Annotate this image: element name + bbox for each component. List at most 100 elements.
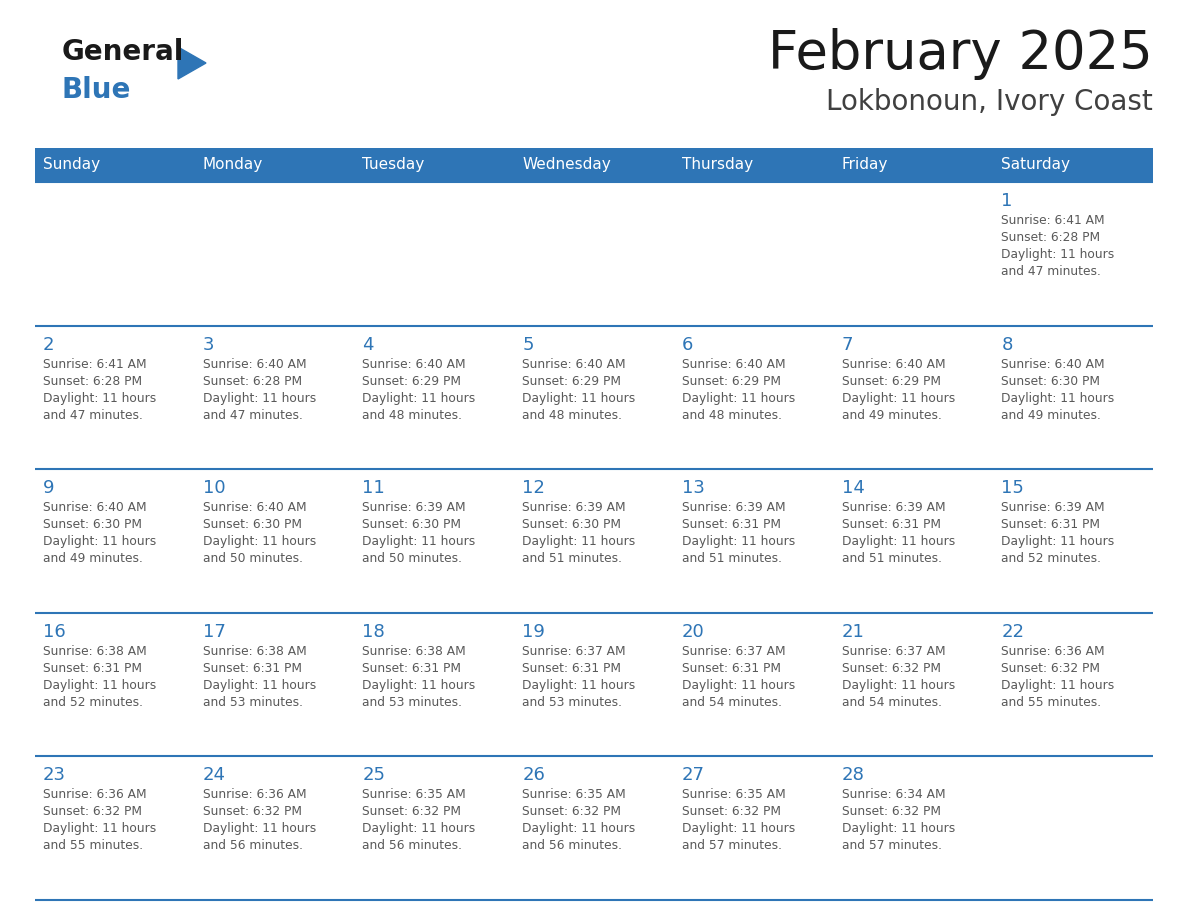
Bar <box>993 756 1154 900</box>
Bar <box>354 182 514 326</box>
Text: and 49 minutes.: and 49 minutes. <box>43 553 143 565</box>
Text: Sunrise: 6:35 AM: Sunrise: 6:35 AM <box>362 789 466 801</box>
Text: Sunset: 6:29 PM: Sunset: 6:29 PM <box>362 375 461 387</box>
Text: Blue: Blue <box>62 76 132 104</box>
Bar <box>195 182 354 326</box>
Text: Daylight: 11 hours: Daylight: 11 hours <box>1001 678 1114 692</box>
Text: Daylight: 11 hours: Daylight: 11 hours <box>362 678 475 692</box>
Text: Sunrise: 6:41 AM: Sunrise: 6:41 AM <box>43 358 146 371</box>
Text: and 50 minutes.: and 50 minutes. <box>203 553 303 565</box>
Text: Daylight: 11 hours: Daylight: 11 hours <box>203 392 316 405</box>
Bar <box>34 148 1154 182</box>
Bar <box>354 756 514 900</box>
Text: Sunset: 6:30 PM: Sunset: 6:30 PM <box>1001 375 1100 387</box>
Bar <box>195 613 354 756</box>
Text: Sunset: 6:32 PM: Sunset: 6:32 PM <box>362 805 461 819</box>
Text: 3: 3 <box>203 336 214 353</box>
Text: Sunset: 6:31 PM: Sunset: 6:31 PM <box>1001 518 1100 532</box>
Text: Daylight: 11 hours: Daylight: 11 hours <box>203 823 316 835</box>
Text: 5: 5 <box>523 336 533 353</box>
Text: Sunrise: 6:36 AM: Sunrise: 6:36 AM <box>203 789 307 801</box>
Text: Daylight: 11 hours: Daylight: 11 hours <box>841 535 955 548</box>
Text: Sunset: 6:29 PM: Sunset: 6:29 PM <box>682 375 781 387</box>
Text: 28: 28 <box>841 767 865 784</box>
Text: and 56 minutes.: and 56 minutes. <box>523 839 623 853</box>
Text: and 57 minutes.: and 57 minutes. <box>682 839 782 853</box>
Bar <box>834 469 993 613</box>
Text: Sunrise: 6:40 AM: Sunrise: 6:40 AM <box>682 358 785 371</box>
Bar <box>195 469 354 613</box>
Text: Daylight: 11 hours: Daylight: 11 hours <box>682 823 795 835</box>
Text: Sunrise: 6:38 AM: Sunrise: 6:38 AM <box>362 644 466 658</box>
Text: Daylight: 11 hours: Daylight: 11 hours <box>523 678 636 692</box>
Text: Sunrise: 6:37 AM: Sunrise: 6:37 AM <box>523 644 626 658</box>
Text: Daylight: 11 hours: Daylight: 11 hours <box>1001 248 1114 261</box>
Text: Wednesday: Wednesday <box>523 158 611 173</box>
Bar <box>674 182 834 326</box>
Text: and 48 minutes.: and 48 minutes. <box>362 409 462 421</box>
Text: Sunrise: 6:39 AM: Sunrise: 6:39 AM <box>1001 501 1105 514</box>
Text: Sunset: 6:30 PM: Sunset: 6:30 PM <box>43 518 143 532</box>
Text: Daylight: 11 hours: Daylight: 11 hours <box>523 535 636 548</box>
Text: 14: 14 <box>841 479 865 498</box>
Text: Sunrise: 6:40 AM: Sunrise: 6:40 AM <box>362 358 466 371</box>
Text: Sunrise: 6:40 AM: Sunrise: 6:40 AM <box>523 358 626 371</box>
Text: Sunrise: 6:38 AM: Sunrise: 6:38 AM <box>203 644 307 658</box>
Polygon shape <box>178 47 206 79</box>
Text: 10: 10 <box>203 479 226 498</box>
Text: 25: 25 <box>362 767 385 784</box>
Text: and 53 minutes.: and 53 minutes. <box>203 696 303 709</box>
Text: 15: 15 <box>1001 479 1024 498</box>
Bar <box>993 613 1154 756</box>
Bar <box>514 756 674 900</box>
Text: Daylight: 11 hours: Daylight: 11 hours <box>43 823 157 835</box>
Bar <box>993 326 1154 469</box>
Text: Daylight: 11 hours: Daylight: 11 hours <box>841 678 955 692</box>
Bar <box>34 756 195 900</box>
Text: and 56 minutes.: and 56 minutes. <box>362 839 462 853</box>
Text: 21: 21 <box>841 622 865 641</box>
Text: 8: 8 <box>1001 336 1012 353</box>
Text: Sunrise: 6:34 AM: Sunrise: 6:34 AM <box>841 789 946 801</box>
Text: and 48 minutes.: and 48 minutes. <box>682 409 782 421</box>
Bar <box>674 613 834 756</box>
Text: and 53 minutes.: and 53 minutes. <box>523 696 623 709</box>
Text: Sunset: 6:32 PM: Sunset: 6:32 PM <box>841 805 941 819</box>
Text: Sunset: 6:31 PM: Sunset: 6:31 PM <box>841 518 941 532</box>
Text: Sunset: 6:30 PM: Sunset: 6:30 PM <box>523 518 621 532</box>
Text: Daylight: 11 hours: Daylight: 11 hours <box>362 392 475 405</box>
Text: 4: 4 <box>362 336 374 353</box>
Text: and 54 minutes.: and 54 minutes. <box>682 696 782 709</box>
Bar <box>834 613 993 756</box>
Text: Sunrise: 6:40 AM: Sunrise: 6:40 AM <box>1001 358 1105 371</box>
Text: 1: 1 <box>1001 192 1012 210</box>
Text: Daylight: 11 hours: Daylight: 11 hours <box>43 535 157 548</box>
Bar <box>834 326 993 469</box>
Text: Sunrise: 6:39 AM: Sunrise: 6:39 AM <box>841 501 946 514</box>
Text: Sunrise: 6:41 AM: Sunrise: 6:41 AM <box>1001 214 1105 227</box>
Text: 13: 13 <box>682 479 704 498</box>
Text: 9: 9 <box>43 479 55 498</box>
Text: and 52 minutes.: and 52 minutes. <box>1001 553 1101 565</box>
Bar <box>674 326 834 469</box>
Text: Sunset: 6:31 PM: Sunset: 6:31 PM <box>43 662 143 675</box>
Text: Sunday: Sunday <box>43 158 100 173</box>
Text: Sunset: 6:30 PM: Sunset: 6:30 PM <box>203 518 302 532</box>
Text: Saturday: Saturday <box>1001 158 1070 173</box>
Text: 17: 17 <box>203 622 226 641</box>
Text: Sunrise: 6:39 AM: Sunrise: 6:39 AM <box>682 501 785 514</box>
Text: Sunset: 6:28 PM: Sunset: 6:28 PM <box>1001 231 1100 244</box>
Text: 23: 23 <box>43 767 67 784</box>
Bar <box>195 326 354 469</box>
Text: 6: 6 <box>682 336 694 353</box>
Text: Sunrise: 6:38 AM: Sunrise: 6:38 AM <box>43 644 147 658</box>
Text: Sunset: 6:28 PM: Sunset: 6:28 PM <box>203 375 302 387</box>
Text: Daylight: 11 hours: Daylight: 11 hours <box>523 823 636 835</box>
Bar <box>514 326 674 469</box>
Text: Sunrise: 6:40 AM: Sunrise: 6:40 AM <box>43 501 146 514</box>
Text: Sunrise: 6:35 AM: Sunrise: 6:35 AM <box>682 789 785 801</box>
Bar <box>34 182 195 326</box>
Text: Daylight: 11 hours: Daylight: 11 hours <box>682 678 795 692</box>
Text: Sunset: 6:31 PM: Sunset: 6:31 PM <box>362 662 461 675</box>
Text: Sunrise: 6:40 AM: Sunrise: 6:40 AM <box>203 358 307 371</box>
